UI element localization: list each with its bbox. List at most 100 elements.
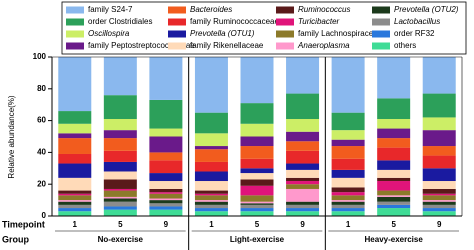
bar-segment (422, 93, 456, 118)
row-label: Group (2, 234, 29, 244)
bar-segment (377, 195, 411, 197)
bar-segment (194, 112, 228, 134)
bar-segment (194, 133, 228, 147)
bar-segment (240, 103, 274, 124)
bar-segment (194, 204, 228, 209)
legend-label: order RF32 (394, 29, 435, 38)
bar-segment (103, 95, 137, 120)
y-tick-label: 0 (42, 211, 47, 220)
bar-segment (240, 203, 274, 205)
legend-swatch (66, 18, 84, 26)
x-tick-label: 1 (346, 220, 351, 229)
legend-label: others (394, 41, 416, 50)
bar-segment (286, 208, 320, 212)
bar-segment (194, 161, 228, 172)
legend-label: Anaeroplasma (297, 41, 350, 50)
bar-segment (103, 198, 137, 202)
bar-segment (331, 57, 365, 113)
legend-label: Lactobacillus (394, 17, 440, 26)
bar-segment (149, 160, 183, 174)
legend-label: order Clostridiales (88, 17, 152, 26)
bar-segment (331, 112, 365, 131)
bar-segment (286, 150, 320, 164)
bar-segment (103, 190, 137, 197)
bar-segment (377, 57, 411, 99)
bar-segment (58, 211, 92, 216)
bar-segment (240, 168, 274, 174)
bar-segment (331, 201, 365, 205)
bar-segment (286, 57, 320, 94)
bar-segment (149, 193, 183, 199)
x-tick-label: 1 (209, 220, 214, 229)
bar-segment (58, 193, 92, 196)
bar-segment (286, 177, 320, 182)
legend-swatch (66, 30, 84, 38)
bar-segment (286, 163, 320, 170)
bar-segment (422, 193, 456, 196)
bar-segment (286, 119, 320, 132)
bar-segment (240, 123, 274, 137)
bar-segment (377, 147, 411, 161)
bar-segment (286, 188, 320, 202)
y-axis-label: Relative abundance(%) (7, 95, 16, 178)
bar-segment (149, 203, 183, 207)
legend-label: Oscillospira (88, 29, 130, 38)
bar-segment (194, 208, 228, 212)
bar-segment (103, 188, 137, 191)
bar-segment (194, 190, 228, 194)
bar-segment (149, 192, 183, 194)
bar-segment (58, 133, 92, 139)
bar-segment (422, 130, 456, 147)
bar-segment (422, 195, 456, 201)
bar-segment (149, 209, 183, 216)
bar-segment (377, 169, 411, 178)
bar-segment (58, 200, 92, 202)
bar-segment (149, 200, 183, 204)
bar-segment (286, 211, 320, 216)
bar-segment (422, 200, 456, 202)
group-label: Heavy-exercise (365, 235, 424, 244)
bar-segment (103, 161, 137, 172)
bar-segment (194, 181, 228, 191)
bar-segment (194, 171, 228, 182)
bar-segment (331, 139, 365, 147)
bar-segment (149, 136, 183, 153)
bar-segment (377, 208, 411, 216)
bar-segment (286, 184, 320, 189)
legend-box (61, 1, 467, 55)
x-tick-label: 9 (437, 220, 442, 229)
legend-label: Ruminococcus (298, 5, 350, 14)
bar-segment (422, 57, 456, 94)
bar-segment (194, 200, 228, 202)
legend-swatch (168, 6, 186, 14)
bar-segment (331, 158, 365, 170)
bar-segment (103, 57, 137, 96)
bar-segment (331, 146, 365, 159)
bar-segment (422, 208, 456, 212)
legend-swatch (276, 6, 294, 14)
bar-segment (240, 195, 274, 202)
bar-segment (149, 57, 183, 100)
legend-label: family Ruminococcaceae (190, 17, 279, 26)
bar-segment (331, 130, 365, 140)
bar-segment (194, 149, 228, 162)
x-tick-label: 1 (73, 220, 78, 229)
bar-segment (103, 206, 137, 210)
bar-segment (103, 130, 137, 139)
bar-segment (422, 117, 456, 131)
bar-segment (422, 204, 456, 209)
legend-swatch (168, 18, 186, 26)
bar-segment (58, 204, 92, 209)
bar-segment (103, 119, 137, 131)
bar-segment (194, 193, 228, 196)
legend-label: family Peptostreptococcaceae (88, 41, 195, 50)
x-tick-label: 9 (164, 220, 169, 229)
bar-segment (103, 201, 137, 207)
bar-segment (422, 181, 456, 189)
bar-segment (377, 119, 411, 129)
bar-segment (422, 211, 456, 216)
x-tick-label: 5 (391, 220, 396, 229)
bar-segment (377, 204, 411, 209)
legend-label: family S24-7 (88, 5, 133, 14)
